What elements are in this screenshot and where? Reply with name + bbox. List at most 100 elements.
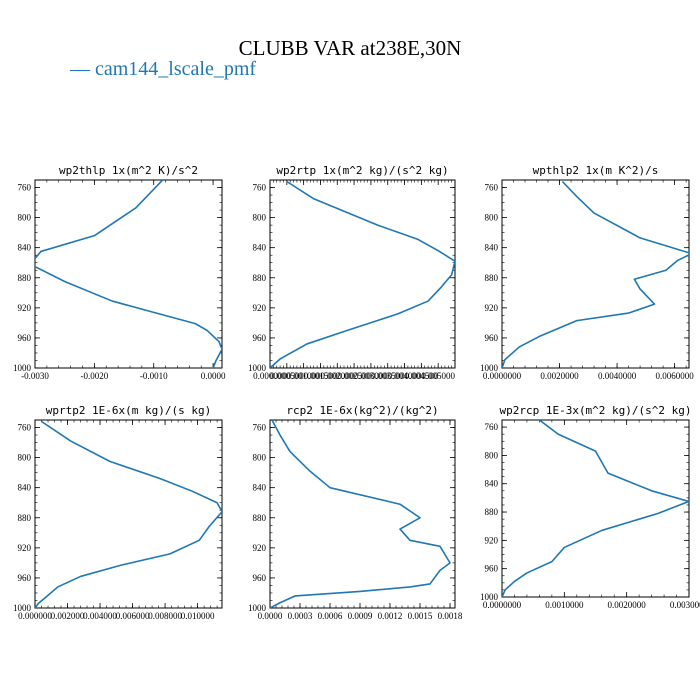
y-tick-label: 800: [485, 213, 499, 223]
y-tick-label: 840: [253, 243, 267, 253]
x-tick-label: -0.0010: [140, 371, 168, 381]
y-tick-label: 960: [253, 333, 267, 343]
subplot-1: wp2thlp 1x(m^2 K)/s^2 760 800 840 880 920 960 1…: [13, 164, 226, 381]
y-tick-label: 760: [253, 423, 267, 433]
y-tick-label: 920: [485, 535, 499, 545]
y-tick-label: 760: [18, 423, 32, 433]
y-tick-label: 840: [253, 483, 267, 493]
x-tick-label: 0.0009: [348, 611, 373, 621]
y-tick-label: 800: [18, 453, 32, 463]
y-tick-label: 960: [18, 573, 32, 583]
x-tick-label: 0.0060000: [655, 371, 694, 381]
y-tick-label: 840: [485, 479, 499, 489]
y-tick-label: 760: [485, 422, 499, 432]
y-tick-label: 800: [485, 450, 499, 460]
plot-frame: [269, 179, 456, 369]
page-title: CLUBB VAR at238E,30N: [238, 36, 462, 60]
x-tick-label: 0.005000: [421, 371, 455, 381]
x-tick-label: 0.004000: [83, 611, 117, 621]
x-tick-label: 0.0000000: [483, 600, 522, 610]
y-tick-label: 800: [253, 453, 267, 463]
series-line: [35, 180, 222, 368]
plot-frame: [269, 419, 456, 609]
plot-frame: [34, 179, 223, 369]
y-tick-label: 880: [253, 273, 267, 283]
subplot-6: wp2rcp 1E-3x(m^2 kg)/(s^2 kg)760 800 840 88…: [480, 404, 700, 610]
x-tick-label: 0.0020000: [540, 371, 579, 381]
series-line: [502, 420, 689, 597]
subplot-title: wp2thlp 1x(m^2 K)/s^2: [59, 164, 198, 177]
y-tick-label: 960: [253, 573, 267, 583]
y-tick-label: 800: [253, 213, 267, 223]
legend-entry: — cam144_lscale_pmf: [70, 58, 257, 80]
y-tick-label: 760: [253, 183, 267, 193]
x-tick-label: 0.001000: [287, 371, 321, 381]
x-tick-label: 0.000500: [270, 371, 304, 381]
y-tick-label: 840: [18, 483, 32, 493]
x-tick-label: 0.004000: [388, 371, 422, 381]
x-tick-label: 0.0010000: [545, 600, 584, 610]
subplot-title: wp2rcp 1E-3x(m^2 kg)/(s^2 kg): [499, 404, 691, 417]
x-tick-label: 0.002000: [51, 611, 85, 621]
series-line: [270, 420, 451, 608]
subplot-3: wpthlp2 1x(m K^2)/s 760 800 840 880 920 960 100…: [480, 164, 694, 381]
y-tick-label: 1000: [13, 603, 32, 613]
y-tick-label: 880: [253, 513, 267, 523]
y-tick-label: 920: [253, 303, 267, 313]
x-tick-label: 0.0018: [438, 611, 463, 621]
y-tick-label: 760: [18, 183, 32, 193]
y-tick-label: 920: [18, 543, 32, 553]
x-tick-label: 0.010000: [181, 611, 215, 621]
y-tick-label: 880: [18, 513, 32, 523]
x-tick-label: 0.006000: [116, 611, 150, 621]
x-tick-label: 0.0040000: [598, 371, 637, 381]
x-tick-label: 0.0000000: [483, 371, 522, 381]
y-tick-label: 880: [485, 273, 499, 283]
subplot-5: rcp2 1E-6x(kg^2)/(kg^2) 760 800 840 880 920 96…: [248, 404, 463, 621]
x-tick-label: -0.0030: [21, 371, 49, 381]
y-tick-label: 960: [485, 564, 499, 574]
x-tick-label: 0.0015: [408, 611, 433, 621]
x-tick-label: 0.003500: [371, 371, 405, 381]
x-tick-label: 0.004500: [404, 371, 438, 381]
subplot-title: rcp2 1E-6x(kg^2)/(kg^2): [286, 404, 438, 417]
x-tick-label: 0.002500: [337, 371, 371, 381]
x-tick-label: 0.0003: [288, 611, 313, 621]
plot-frame: [501, 419, 690, 598]
y-tick-label: 920: [18, 303, 32, 313]
x-tick-label: 0.0020000: [608, 600, 647, 610]
y-tick-label: 920: [253, 543, 267, 553]
plot-frame: [34, 419, 223, 609]
y-tick-label: 1000: [480, 363, 499, 373]
series-line: [502, 180, 689, 368]
y-tick-label: 1000: [248, 363, 267, 373]
y-tick-label: 800: [18, 213, 32, 223]
y-tick-label: 960: [485, 333, 499, 343]
subplot-2: wp2rtp 1x(m^2 kg)/(s^2 kg) 760 800 840 880 92…: [248, 164, 456, 381]
x-tick-label: 0.0000: [201, 371, 226, 381]
x-tick-label: 0.008000: [148, 611, 182, 621]
subplot-title: wprtp2 1E-6x(m kg)/(s kg): [46, 404, 212, 417]
y-tick-label: 960: [18, 333, 32, 343]
x-tick-label: 0.001500: [304, 371, 338, 381]
y-tick-label: 1000: [13, 363, 32, 373]
y-tick-label: 840: [485, 243, 499, 253]
x-tick-label: 0.0012: [378, 611, 403, 621]
x-tick-label: 0.0006: [318, 611, 343, 621]
x-tick-label: 0.003000: [354, 371, 388, 381]
y-tick-label: 880: [485, 507, 499, 517]
y-tick-label: 920: [485, 303, 499, 313]
y-tick-label: 1000: [248, 603, 267, 613]
y-tick-label: 880: [18, 273, 32, 283]
y-tick-label: 1000: [480, 592, 499, 602]
subplot-4: wprtp2 1E-6x(m kg)/(s kg) 760 800 840 880 920…: [13, 404, 223, 621]
y-tick-label: 760: [485, 183, 499, 193]
y-tick-label: 840: [18, 243, 32, 253]
plot-frame: [501, 179, 690, 369]
x-tick-label: 0.0000: [258, 611, 283, 621]
x-tick-label: 0.000000: [18, 611, 52, 621]
x-tick-label: 0.002000: [320, 371, 354, 381]
series-line: [270, 180, 455, 368]
